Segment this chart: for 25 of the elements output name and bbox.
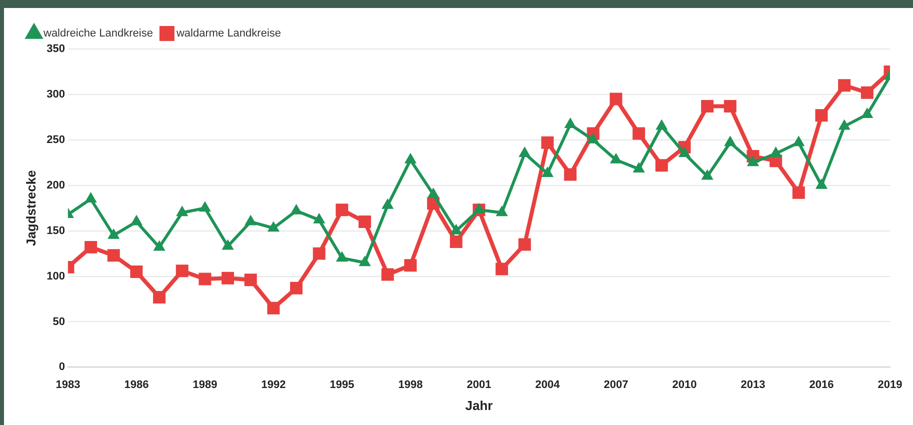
y-tick-label: 50 <box>52 316 65 328</box>
x-tick-label: 2016 <box>809 378 834 391</box>
y-tick-label: 300 <box>46 88 65 100</box>
x-tick-label: 2013 <box>740 378 766 391</box>
y-tick-label: 0 <box>58 361 65 374</box>
y-tick-label: 200 <box>46 179 65 192</box>
y-tick-label: 350 <box>46 43 65 56</box>
x-tick-label: 2001 <box>466 378 492 391</box>
y-tick-label: 100 <box>46 270 65 282</box>
legend-label: waldreiche Landkreise <box>42 28 153 40</box>
x-tick-label: 1986 <box>124 378 149 391</box>
x-tick-label: 2004 <box>535 378 561 391</box>
x-tick-label: 1992 <box>261 378 286 391</box>
legend-label: waldarme Landkreise <box>175 28 282 40</box>
x-tick-label: 1998 <box>398 378 423 391</box>
x-tick-label: 1989 <box>192 378 218 391</box>
x-tick-label: 1995 <box>330 378 354 391</box>
x-tick-label: 2010 <box>672 378 697 391</box>
y-tick-label: 150 <box>46 224 65 237</box>
y-axis-title: Jagdstrecke <box>23 170 38 246</box>
x-tick-label: 2019 <box>878 378 902 391</box>
y-tick-label: 250 <box>46 134 65 146</box>
x-axis-title: Jahr <box>465 398 493 413</box>
x-tick-label: 2007 <box>604 378 628 391</box>
x-tick-label: 1983 <box>56 378 80 391</box>
